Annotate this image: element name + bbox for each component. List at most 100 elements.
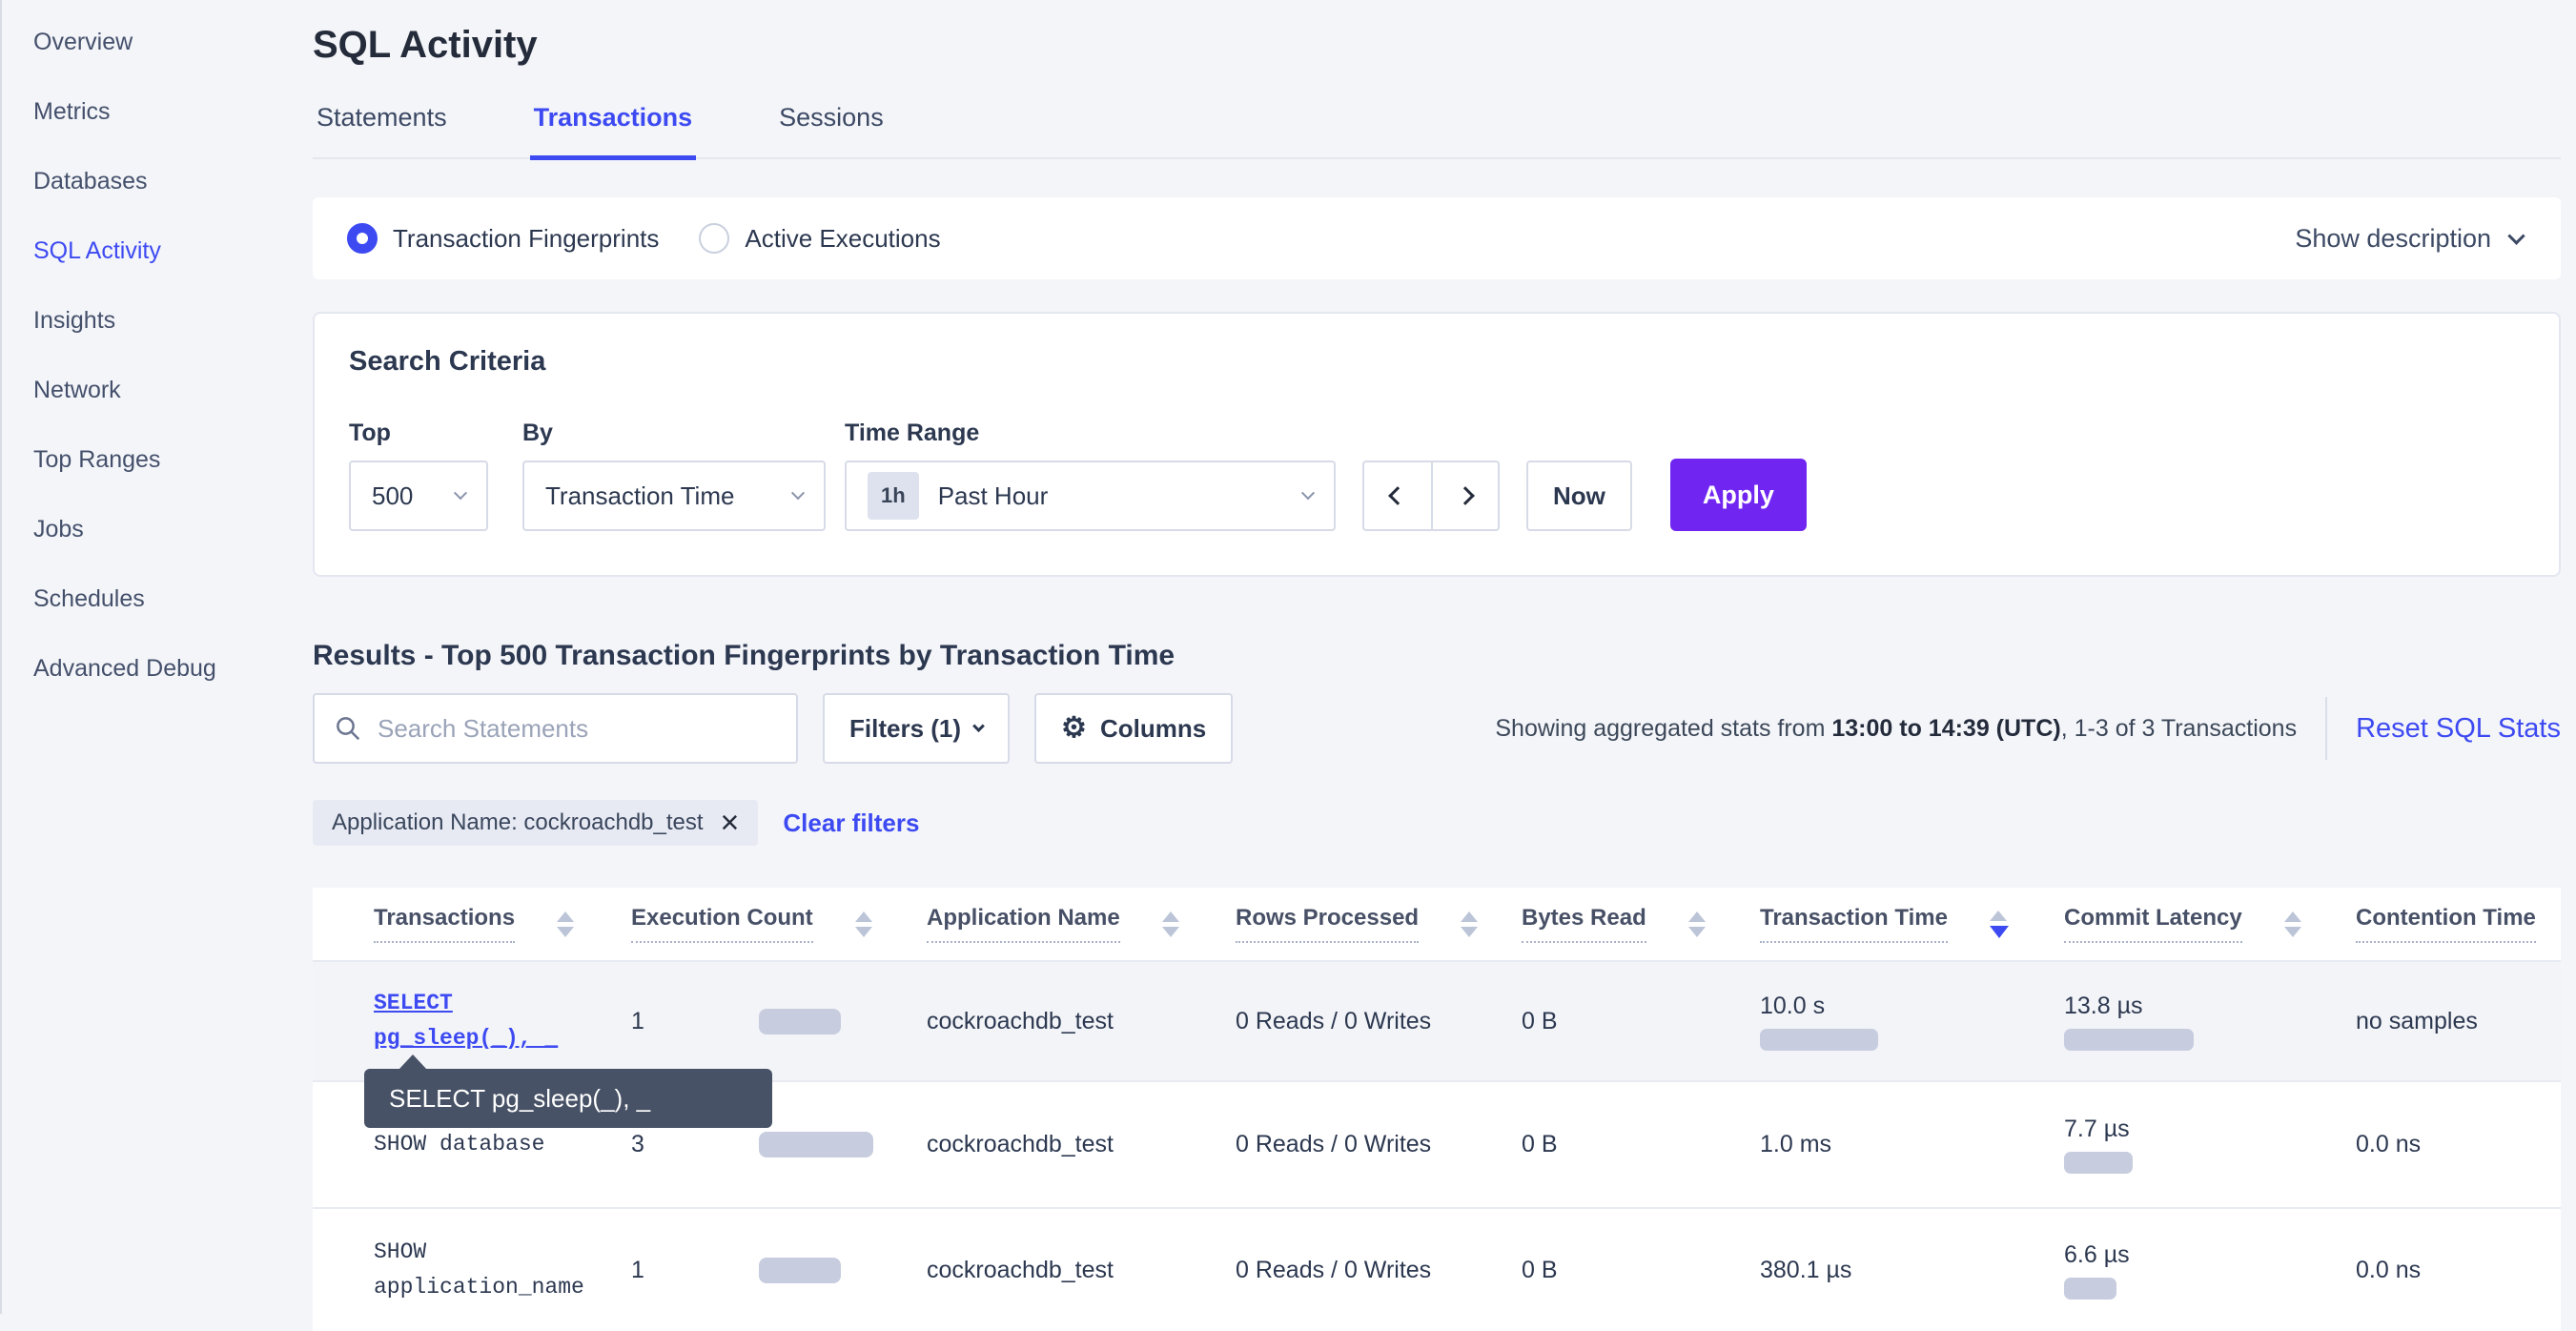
- filter-chip-application-name[interactable]: Application Name: cockroachdb_test ×: [313, 800, 759, 846]
- transaction-fingerprint-link[interactable]: SELECT pg_sleep(_), _: [374, 986, 631, 1056]
- by-select[interactable]: Transaction Time: [522, 461, 826, 531]
- transaction-time-value: 10.0 s: [1760, 992, 1826, 1019]
- sort-icon[interactable]: [557, 911, 575, 937]
- time-range-pager: [1362, 461, 1500, 531]
- execution-count-value: 1: [631, 1007, 644, 1034]
- search-input[interactable]: [378, 713, 777, 744]
- radio-label: Transaction Fingerprints: [393, 223, 660, 253]
- sidebar-item-network[interactable]: Network: [33, 377, 121, 403]
- sort-icon[interactable]: [2283, 911, 2301, 937]
- now-button[interactable]: Now: [1526, 461, 1632, 531]
- sidebar-item-top-ranges[interactable]: Top Ranges: [33, 446, 161, 473]
- sidebar-item-databases[interactable]: Databases: [33, 168, 148, 195]
- time-range-label: Time Range: [845, 420, 980, 446]
- columns-button[interactable]: ⚙ Columns: [1034, 693, 1234, 764]
- search-criteria-heading: Search Criteria: [349, 346, 546, 377]
- transaction-fingerprint-link[interactable]: SHOW application_name: [374, 1235, 631, 1305]
- contention-time-cell: 0.0 ns: [2356, 1256, 2422, 1283]
- time-range-select[interactable]: 1h Past Hour: [845, 461, 1336, 531]
- top-field: Top 500: [349, 391, 488, 531]
- sidebar-item-advanced-debug[interactable]: Advanced Debug: [33, 655, 216, 682]
- radio-active-executions[interactable]: Active Executions: [699, 223, 941, 254]
- chevron-down-icon: [790, 486, 806, 501]
- search-icon: [337, 717, 360, 741]
- sidebar-item-insights[interactable]: Insights: [33, 307, 116, 334]
- rows-processed-cell: 0 Reads / 0 Writes: [1236, 1256, 1432, 1283]
- previous-time-range-button[interactable]: [1364, 462, 1431, 529]
- top-select[interactable]: 500: [349, 461, 488, 531]
- column-header-application-name[interactable]: Application Name: [927, 905, 1236, 943]
- sort-icon[interactable]: [854, 911, 872, 937]
- sidebar-item-schedules[interactable]: Schedules: [33, 585, 145, 612]
- statement-line: application_name: [374, 1275, 584, 1300]
- execution-count-bar: [759, 1008, 841, 1034]
- commit-latency-value: 7.7 µs: [2064, 1116, 2130, 1142]
- commit-latency-bar: [2064, 1152, 2133, 1174]
- radio-transaction-fingerprints[interactable]: Transaction Fingerprints: [347, 223, 659, 254]
- application-name-cell: cockroachdb_test: [927, 1256, 1114, 1283]
- column-header-transaction-time[interactable]: Transaction Time: [1760, 905, 2064, 943]
- radio-selected-icon: [347, 223, 378, 254]
- column-header-label: Application Name: [927, 905, 1120, 943]
- execution-count-cell: 3: [631, 1131, 927, 1158]
- tab-statements[interactable]: Statements: [317, 103, 447, 132]
- column-header-contention-time[interactable]: Contention Time: [2356, 905, 2576, 943]
- columns-button-label: Columns: [1099, 713, 1207, 743]
- reset-sql-stats-link[interactable]: Reset SQL Stats: [2356, 712, 2561, 744]
- column-header-commit-latency[interactable]: Commit Latency: [2064, 905, 2356, 943]
- vertical-divider: [2325, 697, 2328, 760]
- view-mode-bar: Transaction Fingerprints Active Executio…: [313, 197, 2561, 279]
- column-header-label: Contention Time: [2356, 905, 2536, 943]
- chevron-right-icon: [1456, 486, 1475, 505]
- by-field: By Transaction Time: [522, 391, 826, 531]
- table-row: SHOW database 3 cockroachdb_test 0 Reads…: [313, 1082, 2561, 1209]
- execution-count-bar: [759, 1132, 873, 1157]
- sort-icon[interactable]: [1687, 911, 1706, 937]
- table-row: SELECT pg_sleep(_), _ 1 cockroachdb_test…: [313, 962, 2561, 1082]
- transaction-time-cell: 10.0 s: [1760, 993, 2064, 1051]
- chevron-down-icon: [2507, 226, 2525, 245]
- chevron-down-icon: [453, 486, 468, 501]
- execution-count-value: 3: [631, 1131, 644, 1157]
- close-icon[interactable]: ×: [720, 805, 740, 841]
- tab-transactions[interactable]: Transactions: [529, 90, 697, 160]
- apply-button[interactable]: Apply: [1669, 459, 1807, 531]
- radio-label: Active Executions: [745, 223, 941, 253]
- transaction-fingerprint-link[interactable]: SHOW database: [374, 1127, 631, 1162]
- commit-latency-value: 13.8 µs: [2064, 992, 2143, 1019]
- sidebar-item-sql-activity[interactable]: SQL Activity: [33, 237, 161, 264]
- sidebar-item-jobs[interactable]: Jobs: [33, 516, 84, 543]
- transactions-table: Transactions Execution Count Application…: [313, 888, 2561, 1331]
- execution-count-cell: 1: [631, 1008, 927, 1035]
- time-range-value: Past Hour: [937, 481, 1049, 510]
- column-header-execution-count[interactable]: Execution Count: [631, 905, 927, 943]
- filters-button[interactable]: Filters (1): [823, 693, 1011, 764]
- filter-chip-label: Application Name: cockroachdb_test: [332, 809, 704, 835]
- tab-sessions[interactable]: Sessions: [779, 103, 884, 132]
- bytes-read-cell: 0 B: [1522, 1131, 1558, 1157]
- chevron-left-icon: [1388, 486, 1407, 505]
- sort-icon[interactable]: [1161, 911, 1179, 937]
- show-description-toggle[interactable]: Show description: [2295, 223, 2525, 254]
- tooltip-arrow: [399, 1055, 427, 1070]
- contention-time-cell: no samples: [2356, 1007, 2478, 1034]
- sort-icon-active-desc[interactable]: [1989, 910, 2009, 938]
- sidebar-item-overview[interactable]: Overview: [33, 29, 133, 55]
- column-header-transactions[interactable]: Transactions: [374, 905, 631, 943]
- search-box: [313, 693, 798, 764]
- tooltip-text: SELECT pg_sleep(_), _: [389, 1083, 651, 1113]
- statement-line: SHOW: [374, 1239, 427, 1264]
- statement-tooltip: SELECT pg_sleep(_), _: [364, 1055, 772, 1128]
- next-time-range-button[interactable]: [1431, 462, 1498, 529]
- clear-filters-link[interactable]: Clear filters: [783, 808, 920, 837]
- show-description-label: Show description: [2295, 223, 2491, 253]
- column-header-bytes-read[interactable]: Bytes Read: [1522, 905, 1760, 943]
- sidebar-item-list: Overview Metrics Databases SQL Activity …: [2, 0, 313, 704]
- column-header-rows-processed[interactable]: Rows Processed: [1236, 905, 1522, 943]
- top-field-label: Top: [349, 420, 391, 446]
- sort-icon[interactable]: [1461, 911, 1479, 937]
- sidebar-item-metrics[interactable]: Metrics: [33, 98, 111, 125]
- transaction-time-cell: 380.1 µs: [1760, 1257, 2064, 1284]
- commit-latency-cell: 13.8 µs: [2064, 993, 2356, 1051]
- stats-suffix: , 1-3 of 3 Transactions: [2060, 714, 2298, 742]
